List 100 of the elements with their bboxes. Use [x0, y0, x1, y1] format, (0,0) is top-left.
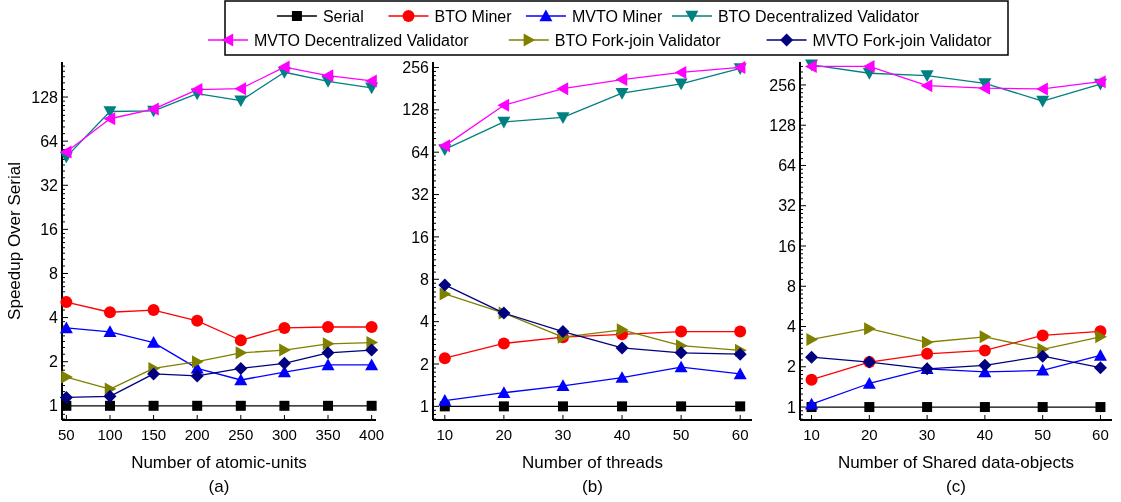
point — [733, 367, 747, 380]
x-tick-label: 400 — [359, 426, 385, 443]
x-tick-label: 50 — [672, 426, 690, 443]
point — [279, 343, 291, 357]
point — [674, 346, 688, 360]
x-tick-label: 150 — [141, 426, 167, 443]
x-axis-title: Number of Shared data-objects — [837, 453, 1075, 472]
point — [59, 390, 73, 404]
y-tick-label: 256 — [769, 76, 797, 94]
y-tick-label: 2 — [420, 355, 430, 373]
point — [104, 400, 115, 411]
point — [556, 112, 570, 124]
point — [862, 376, 876, 389]
y-tick-label: 1 — [420, 397, 430, 415]
point — [920, 70, 934, 83]
y-tick-label: 8 — [787, 277, 797, 295]
text: (c) — [946, 477, 966, 496]
y-tick-label: 256 — [402, 59, 430, 77]
y-tick-label: 64 — [411, 143, 430, 161]
point — [235, 346, 248, 360]
y-tick-label: 2 — [787, 358, 797, 376]
point — [615, 341, 629, 355]
point — [439, 287, 452, 301]
legend-label: BTO Fork-join Validator — [554, 31, 722, 49]
x-tick-label: 10 — [436, 426, 454, 443]
y-tick-label: 2 — [49, 353, 59, 371]
point — [1037, 402, 1048, 413]
point — [497, 337, 510, 350]
x-axis-title: Number of threads — [522, 453, 663, 472]
point — [675, 325, 688, 338]
point — [617, 401, 628, 412]
point — [234, 373, 248, 386]
x-tick-label: 20 — [860, 426, 878, 443]
point — [615, 73, 628, 87]
point — [191, 355, 204, 369]
y-tick-label: 1 — [787, 398, 797, 416]
point — [979, 402, 990, 413]
point — [733, 347, 747, 361]
point — [147, 304, 160, 317]
point — [103, 306, 116, 319]
legend-label: MVTO Decentralized Validator — [254, 31, 470, 49]
legend-label: BTO Decentralized Validator — [717, 7, 920, 25]
point — [615, 371, 629, 383]
point — [234, 361, 248, 375]
point — [497, 98, 510, 112]
point — [235, 400, 246, 411]
y-tick-label: 16 — [40, 220, 59, 238]
point — [234, 95, 248, 108]
point — [978, 81, 991, 95]
point — [60, 296, 73, 309]
point — [147, 336, 161, 348]
x-tick-label: 300 — [271, 426, 297, 443]
point — [920, 79, 933, 93]
point — [438, 352, 451, 365]
point — [864, 402, 875, 413]
point — [278, 321, 291, 334]
point — [674, 65, 687, 79]
legend-label: MVTO Fork-join Validator — [812, 31, 993, 49]
point — [1036, 329, 1049, 342]
point — [674, 360, 688, 373]
point — [234, 82, 247, 96]
y-tick-label: 128 — [31, 88, 59, 106]
point — [734, 325, 747, 338]
y-tick-label: 64 — [40, 132, 59, 150]
point — [277, 356, 291, 370]
point — [365, 74, 377, 88]
x-tick-label: 10 — [803, 426, 820, 443]
point — [366, 400, 377, 411]
x-tick-label: 40 — [976, 426, 994, 443]
point — [922, 402, 933, 413]
point — [1036, 363, 1050, 376]
point — [148, 400, 159, 411]
point — [321, 358, 335, 371]
point — [1095, 330, 1107, 344]
x-tick-label: 20 — [495, 426, 513, 443]
text: (a) — [208, 477, 230, 496]
point — [321, 69, 334, 83]
legend-label: MVTO Miner — [571, 7, 663, 25]
point — [978, 358, 992, 372]
x-tick-label: 30 — [554, 426, 572, 443]
y-tick-label: 128 — [402, 101, 430, 119]
point — [322, 337, 335, 351]
point — [862, 59, 875, 73]
y-tick-label: 16 — [778, 237, 797, 255]
point — [1036, 82, 1048, 96]
y-tick-label: 32 — [411, 186, 430, 204]
y-tick-label: 1 — [49, 397, 59, 415]
point — [805, 373, 818, 386]
legend-label: Serial — [322, 7, 364, 25]
point — [864, 322, 876, 336]
point — [277, 60, 290, 74]
point — [61, 370, 73, 384]
x-tick-label: 30 — [918, 426, 936, 443]
point — [497, 386, 511, 398]
y-tick-label: 8 — [49, 265, 59, 283]
x-tick-label: 50 — [1034, 426, 1052, 443]
point — [234, 334, 247, 347]
x-tick-label: 200 — [184, 426, 210, 443]
point — [1036, 349, 1050, 363]
point — [806, 332, 819, 346]
